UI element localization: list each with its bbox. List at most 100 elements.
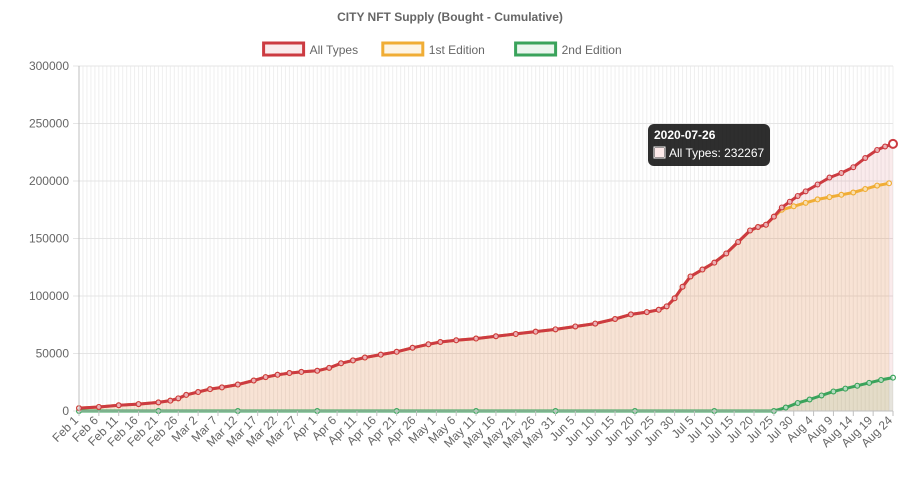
legend-item-1: 1st Edition (381, 41, 485, 57)
data-point (806, 396, 813, 403)
data-point (314, 367, 321, 374)
data-point (349, 357, 356, 364)
data-point (830, 388, 837, 395)
data-point (711, 259, 718, 266)
y-tick-label: 150000 (29, 232, 69, 246)
legend-swatch (262, 41, 306, 57)
y-tick-labels: 0 50000 100000 150000 200000 250000 300000 (29, 59, 69, 418)
grid-x (78, 66, 894, 411)
data-point (512, 330, 519, 337)
data-point (135, 401, 142, 408)
data-point (770, 213, 777, 220)
data-point (326, 364, 333, 371)
data-point (663, 303, 670, 310)
data-point (802, 188, 809, 195)
y-tick-label: 100000 (29, 289, 69, 303)
data-point (790, 203, 797, 210)
legend-swatch (514, 41, 558, 57)
data-point (826, 194, 833, 201)
data-point (437, 339, 444, 346)
legend-label: 1st Edition (429, 43, 485, 57)
series-area-0 (79, 143, 893, 411)
data-point (778, 204, 785, 211)
data-point (818, 392, 825, 399)
data-point (850, 164, 857, 171)
data-point (195, 389, 202, 396)
data-point (473, 335, 480, 342)
data-point (250, 377, 257, 384)
series-0 (75, 140, 896, 412)
axes (78, 66, 894, 416)
data-point (747, 227, 754, 234)
data-point (167, 397, 174, 404)
legend-item-2: 2nd Edition (514, 41, 622, 57)
legend-label: 2nd Edition (562, 43, 622, 57)
data-point (889, 374, 896, 381)
data-point (155, 399, 162, 406)
data-point (802, 199, 809, 206)
series-areas (79, 143, 893, 411)
data-point (886, 180, 893, 187)
y-tick-label: 250000 (29, 117, 69, 131)
y-tick-label: 0 (62, 404, 69, 418)
data-point (425, 341, 432, 348)
data-point (671, 295, 678, 302)
chart-title: CITY NFT Supply (Bought - Cumulative) (337, 10, 563, 24)
data-point (453, 337, 460, 344)
tooltip-box (648, 124, 770, 166)
data-point (552, 326, 559, 333)
data-point (338, 360, 345, 367)
data-point (735, 238, 742, 245)
data-point (572, 323, 579, 330)
data-point (762, 221, 769, 228)
data-point (262, 374, 269, 381)
data-point (850, 189, 857, 196)
series-area-2 (79, 377, 893, 411)
data-point (679, 283, 686, 290)
data-point (842, 385, 849, 392)
data-point (866, 379, 873, 386)
data-point (183, 391, 190, 398)
data-point (786, 198, 793, 205)
data-point (377, 351, 384, 358)
data-point (874, 146, 881, 153)
data-point (878, 376, 885, 383)
tooltip-label: All Types: 232267 (669, 146, 765, 160)
data-point (643, 309, 650, 316)
tooltip-point (888, 138, 898, 149)
data-point (794, 192, 801, 199)
data-point (687, 273, 694, 280)
data-point (862, 155, 869, 162)
data-point (655, 306, 662, 313)
series-area-1 (79, 183, 889, 411)
data-point (627, 311, 634, 318)
legend-item-0: All Types (262, 41, 358, 57)
tooltip-swatch-inner (655, 148, 664, 157)
data-point (492, 333, 499, 340)
data-point (854, 382, 861, 389)
data-point (754, 224, 761, 231)
data-point (782, 404, 789, 411)
data-point (592, 320, 599, 327)
data-point (207, 386, 214, 393)
y-tick-label: 300000 (29, 59, 69, 73)
data-point (234, 381, 241, 388)
data-point (794, 399, 801, 406)
data-point (532, 328, 539, 335)
data-point (874, 182, 881, 189)
data-point (826, 174, 833, 181)
legend-label: All Types (310, 43, 358, 57)
tooltip: 2020-07-26 All Types: 232267 (648, 124, 898, 166)
data-point (862, 186, 869, 193)
data-point (218, 384, 225, 391)
data-point (838, 191, 845, 198)
data-point (95, 403, 102, 410)
tooltip-title: 2020-07-26 (654, 128, 716, 142)
data-point (115, 402, 122, 409)
legend: All Types 1st Edition 2nd Edition (262, 41, 622, 57)
data-point (393, 348, 400, 355)
data-point (274, 371, 281, 378)
legend-swatch (381, 41, 425, 57)
data-point (361, 354, 368, 361)
